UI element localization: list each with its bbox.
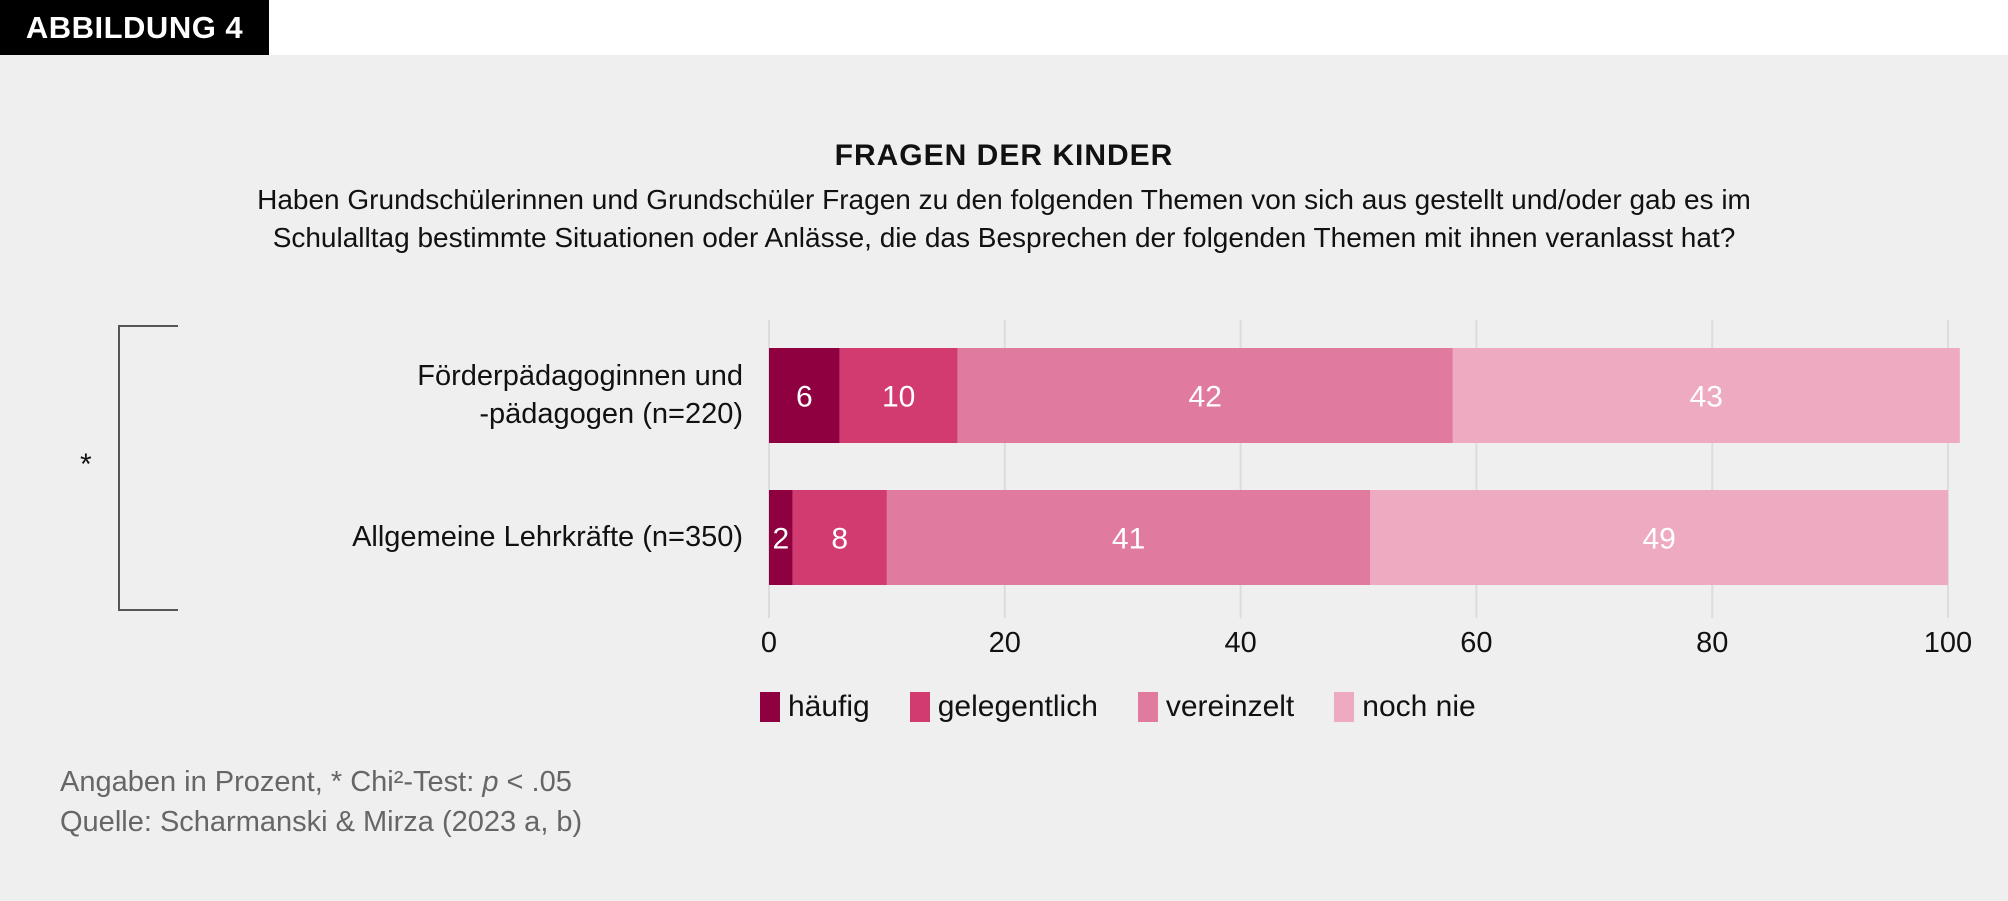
bar-segment	[769, 348, 840, 443]
legend-item: häufig	[760, 690, 870, 724]
legend-swatch	[1334, 692, 1355, 722]
footnote-p: p	[482, 766, 499, 798]
category-label-2-line-1: Allgemeine Lehrkräfte (n=350)	[352, 521, 743, 553]
legend-swatch	[909, 692, 930, 722]
x-tick-label: 60	[1460, 627, 1492, 659]
bar-segment	[1452, 348, 1960, 443]
data-label: 43	[1690, 381, 1723, 414]
chart-subtitle-line-2: Schulalltag bestimmte Situationen oder A…	[272, 222, 1736, 253]
chart-subtitle-line-1: Haben Grundschülerinnen und Grundschüler…	[257, 184, 1751, 215]
footnote-threshold: < .05	[498, 766, 572, 798]
category-label-1: Förderpädagoginnen und -pädagogen (n=220…	[417, 357, 743, 433]
x-tick-label: 100	[1924, 627, 1972, 659]
bar-segment	[792, 490, 887, 585]
legend-label: häufig	[788, 690, 870, 723]
category-label-1-line-1: Förderpädagoginnen und	[417, 360, 743, 392]
bar-segment	[957, 348, 1453, 443]
bar-segment	[839, 348, 958, 443]
legend-item: gelegentlich	[909, 690, 1098, 724]
footnote-source: Quelle: Scharmanski & Mirza (2023 a, b)	[60, 806, 583, 838]
chart-title: FRAGEN DER KINDER	[834, 139, 1174, 172]
legend-item: vereinzelt	[1137, 690, 1295, 724]
x-tick-label: 20	[989, 627, 1021, 659]
bar-segment	[769, 490, 793, 585]
data-label: 10	[882, 381, 915, 414]
x-tick-label: 0	[761, 627, 777, 659]
data-label: 41	[1112, 523, 1145, 556]
legend-item: noch nie	[1334, 690, 1476, 724]
bar-segment	[1370, 490, 1948, 585]
significance-bracket	[118, 325, 178, 611]
data-label: 2	[772, 523, 789, 556]
data-label: 42	[1189, 381, 1222, 414]
category-label-2: Allgemeine Lehrkräfte (n=350)	[352, 518, 743, 556]
legend-swatch	[760, 692, 780, 722]
x-tick-label: 80	[1696, 627, 1728, 659]
x-tick-label: 40	[1224, 627, 1256, 659]
data-label: 49	[1642, 523, 1675, 556]
footnote-units: Angaben in Prozent, * Chi²-Test: p < .05	[60, 766, 572, 799]
legend-swatch	[1137, 692, 1158, 722]
legend: häufig gelegentlich vereinzelt noch nie	[760, 690, 1476, 724]
bar-segment	[886, 490, 1371, 585]
figure-badge: ABBILDUNG 4	[0, 0, 269, 55]
legend-label: noch nie	[1362, 690, 1476, 723]
data-label: 8	[831, 523, 848, 556]
category-label-1-line-2: -pädagogen (n=220)	[479, 398, 743, 430]
data-label: 6	[796, 381, 813, 414]
footnote-text: Angaben in Prozent, * Chi²-Test:	[60, 766, 483, 798]
legend-label: vereinzelt	[1165, 690, 1295, 723]
significance-marker: *	[80, 448, 92, 481]
legend-label: gelegentlich	[937, 690, 1098, 723]
